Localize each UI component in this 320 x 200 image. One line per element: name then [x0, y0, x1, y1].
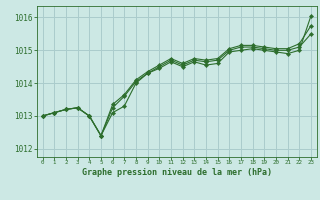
- X-axis label: Graphe pression niveau de la mer (hPa): Graphe pression niveau de la mer (hPa): [82, 168, 272, 177]
